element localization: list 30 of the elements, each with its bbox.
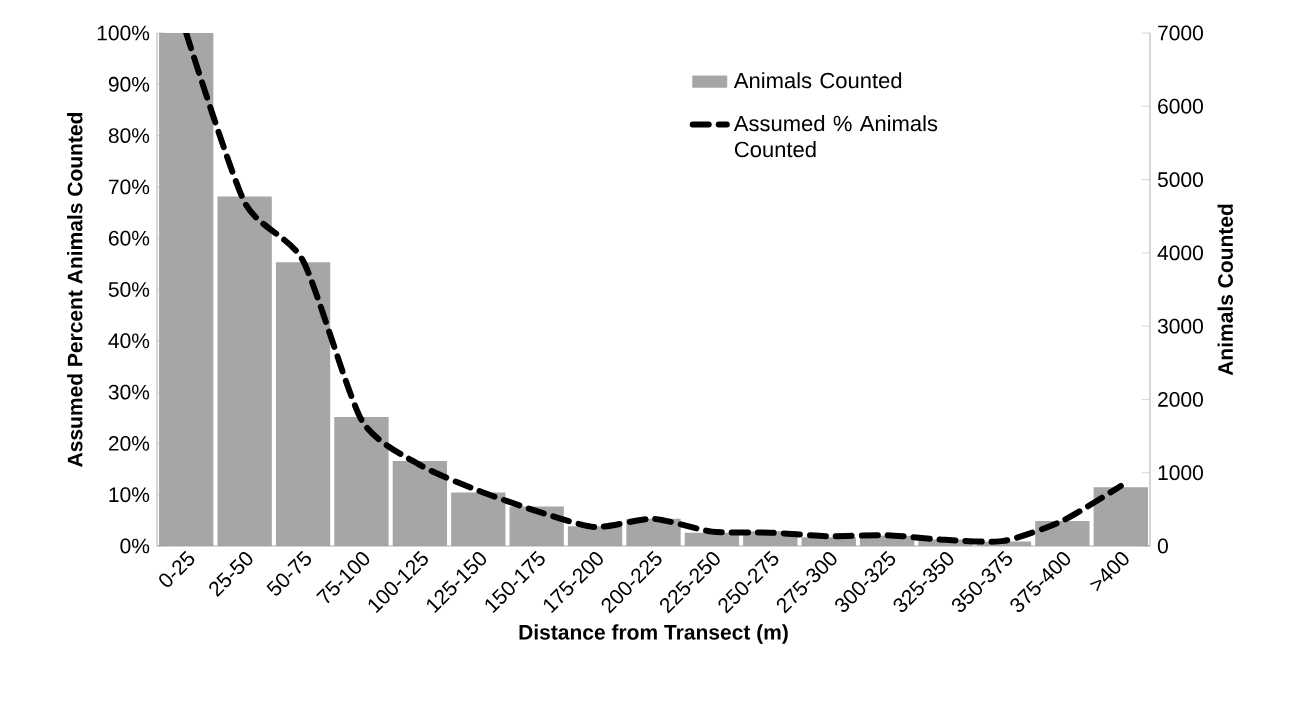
y-axis-title: Assumed Percent Animals Counted — [67, 112, 83, 467]
bar — [451, 492, 506, 546]
y-tick-label: 10% — [109, 487, 150, 503]
y-tick-label: 100% — [97, 25, 150, 41]
bar — [334, 417, 389, 546]
bar — [217, 196, 272, 546]
y2-tick-label: 2000 — [1158, 391, 1203, 407]
y-tick-label: 30% — [108, 384, 150, 400]
y2-tick-label: 4000 — [1157, 245, 1203, 261]
y2-tick-label: 6000 — [1158, 98, 1203, 114]
y-tick-label: 90% — [108, 76, 150, 92]
y-tick-label: 70% — [108, 179, 150, 195]
y-tick-label: 40% — [108, 333, 150, 349]
bar — [275, 262, 331, 546]
y-tick-label: 80% — [108, 128, 150, 144]
y2-tick-label: 1000 — [1158, 465, 1203, 481]
bar — [1093, 487, 1148, 546]
y2-tick-label: 3000 — [1157, 318, 1203, 334]
y-tick-label: 60% — [108, 230, 150, 246]
y2-tick-label: 5000 — [1157, 172, 1203, 188]
y2-tick-label: 0 — [1157, 538, 1168, 554]
legend-label: Animals Counted — [733, 72, 902, 89]
y-tick-label: 20% — [108, 435, 150, 451]
legend-label: Assumed % Animals Counted — [733, 115, 938, 158]
bar — [392, 460, 448, 546]
x-axis-title: Distance from Transect (m) — [519, 624, 788, 644]
y-tick-label: 0% — [120, 538, 150, 554]
y2-axis-title: Animals Counted — [1217, 204, 1233, 376]
y2-tick-label: 7000 — [1158, 25, 1203, 41]
y-tick-label: 50% — [108, 282, 150, 297]
